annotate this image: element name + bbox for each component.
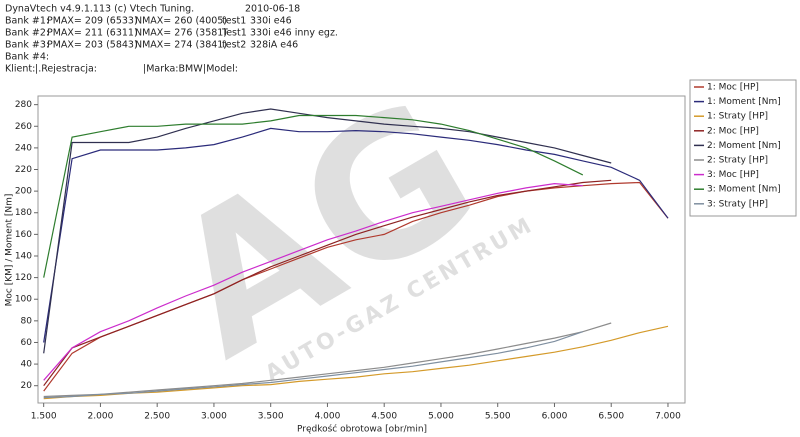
bank-label: Bank #2: [5, 28, 49, 39]
x-tick-label: 7.000 [655, 412, 681, 422]
bank-pmax: PMAX= 209 (6533) [47, 16, 138, 27]
y-tick-label: 60 [21, 338, 33, 348]
series-line [43, 182, 583, 381]
y-tick-label: 280 [15, 100, 32, 110]
legend-label: 3: Straty [HP] [707, 199, 768, 209]
bank-pmax: PMAX= 211 (6311) [47, 28, 138, 39]
legend-label: 2: Moment [Nm] [707, 141, 781, 151]
series-line [43, 325, 669, 400]
x-tick-label: 6.000 [542, 412, 568, 422]
bank-label: Bank #4: [5, 52, 49, 63]
bank-label: Bank #3: [5, 40, 49, 51]
x-tick-label: 3.000 [201, 412, 227, 422]
bank-car: 330i e46 [250, 16, 292, 27]
series-line [43, 127, 669, 343]
x-tick-label: 5.500 [485, 412, 511, 422]
series-line [43, 331, 583, 399]
client-field: |Marka:BMW [143, 64, 203, 75]
series-line [43, 108, 612, 354]
y-tick-label: 260 [15, 122, 32, 132]
y-tick-label: 160 [15, 230, 32, 240]
legend-label: 3: Moment [Nm] [707, 185, 781, 195]
plot-area [37, 95, 686, 404]
series-line [43, 179, 612, 387]
client-field: |.Rejestracja: [35, 64, 97, 75]
series-line [43, 114, 584, 278]
bank-test: Test1 [221, 28, 247, 39]
y-tick-label: 180 [15, 208, 32, 218]
x-tick-label: 6.500 [598, 412, 624, 422]
bank-label: Bank #1: [5, 16, 49, 27]
app-title: DynaVtech v4.9.1.113 (c) Vtech Tuning. [5, 4, 194, 15]
client-field: Klient: [5, 64, 35, 75]
legend-label: 1: Moment [Nm] [707, 97, 781, 107]
y-tick-label: 40 [21, 360, 33, 370]
bank-test: test2 [222, 40, 246, 51]
x-tick-label: 4.500 [371, 412, 397, 422]
y-tick-label: 100 [15, 295, 32, 305]
y-axis-label: Moc [KM] / Moment [Nm] [5, 194, 15, 307]
client-field: |Model: [203, 64, 238, 75]
y-tick-label: 240 [15, 143, 32, 153]
legend-label: 2: Straty [HP] [707, 156, 768, 166]
bank-car: 330i e46 inny egz. [250, 28, 338, 39]
bank-pmax: PMAX= 203 (5843) [47, 40, 138, 51]
bank-nmax: NMAX= 276 (3581) [135, 28, 227, 39]
x-tick-label: 2.500 [144, 412, 170, 422]
x-axis-label: Prędkość obrotowa [obr/min] [297, 424, 427, 435]
y-tick-label: 220 [15, 165, 32, 175]
legend-label: 2: Moc [HP] [707, 126, 759, 136]
bank-nmax: NMAX= 260 (4005) [135, 16, 227, 27]
bank-car: 328iA e46 [250, 40, 298, 51]
series-line [43, 322, 612, 398]
x-tick-label: 1.500 [31, 412, 57, 422]
x-tick-label: 2.000 [88, 412, 114, 422]
x-tick-label: 3.500 [258, 412, 284, 422]
y-tick-label: 80 [21, 316, 33, 326]
y-tick-label: 200 [15, 187, 32, 197]
legend-box [689, 79, 797, 217]
x-tick-label: 4.000 [315, 412, 341, 422]
bank-nmax: NMAX= 274 (3841) [135, 40, 227, 51]
y-tick-label: 140 [15, 251, 32, 261]
header: Bank #1:PMAX= 209 (6533)NMAX= 260 (4005)… [5, 16, 338, 75]
bank-test: test1 [222, 16, 246, 27]
y-tick-label: 20 [21, 381, 33, 391]
date: 2010-06-18 [245, 4, 300, 15]
legend-label: 3: Moc [HP] [707, 170, 759, 180]
legend-label: 1: Moc [HP] [707, 83, 759, 93]
legend-label: 1: Straty [HP] [707, 112, 768, 122]
y-tick-label: 120 [15, 273, 32, 283]
x-tick-label: 5.000 [428, 412, 454, 422]
